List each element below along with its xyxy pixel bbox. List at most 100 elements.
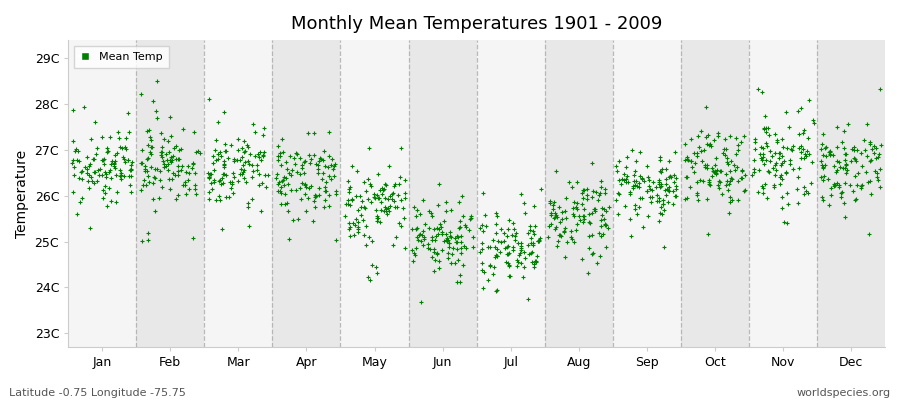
Point bbox=[416, 196, 430, 203]
Point bbox=[277, 191, 292, 198]
Point bbox=[757, 125, 771, 132]
Point bbox=[273, 188, 287, 194]
Point bbox=[844, 146, 859, 153]
Point bbox=[752, 166, 766, 173]
Point bbox=[473, 248, 488, 255]
Point bbox=[362, 234, 376, 240]
Point bbox=[392, 220, 406, 226]
Point bbox=[655, 196, 670, 203]
Bar bbox=[340, 40, 409, 347]
Point bbox=[482, 277, 496, 284]
Point bbox=[168, 156, 183, 162]
Point bbox=[830, 144, 844, 150]
Point bbox=[412, 232, 427, 238]
Title: Monthly Mean Temperatures 1901 - 2009: Monthly Mean Temperatures 1901 - 2009 bbox=[291, 15, 662, 33]
Point bbox=[818, 145, 832, 151]
Point bbox=[413, 231, 428, 237]
Point bbox=[506, 244, 520, 250]
Point bbox=[114, 176, 129, 182]
Point bbox=[610, 211, 625, 217]
Point bbox=[659, 181, 673, 187]
Point bbox=[181, 163, 195, 170]
Point bbox=[371, 215, 385, 222]
Point bbox=[694, 147, 708, 154]
Point bbox=[660, 186, 674, 192]
Point bbox=[321, 152, 336, 159]
Point bbox=[522, 250, 536, 257]
Point bbox=[837, 157, 851, 163]
Point bbox=[141, 126, 156, 133]
Point bbox=[645, 193, 660, 200]
Point bbox=[353, 193, 367, 200]
Point bbox=[274, 184, 288, 190]
Point bbox=[662, 187, 676, 194]
Point bbox=[413, 211, 428, 218]
Point bbox=[361, 196, 375, 202]
Point bbox=[205, 186, 220, 192]
Point bbox=[585, 160, 599, 166]
Point bbox=[507, 226, 521, 232]
Point bbox=[152, 168, 166, 174]
Point bbox=[489, 221, 503, 227]
Point bbox=[230, 178, 245, 184]
Point bbox=[713, 168, 727, 174]
Point bbox=[161, 138, 176, 144]
Point bbox=[629, 211, 643, 217]
Point bbox=[328, 188, 343, 194]
Point bbox=[278, 159, 293, 166]
Point bbox=[783, 161, 797, 167]
Point bbox=[86, 168, 101, 175]
Point bbox=[241, 161, 256, 168]
Point bbox=[708, 155, 723, 162]
Point bbox=[777, 158, 791, 164]
Point bbox=[241, 203, 256, 210]
Point bbox=[343, 184, 357, 190]
Point bbox=[318, 184, 332, 190]
Point bbox=[343, 202, 357, 208]
Point bbox=[98, 183, 112, 190]
Point bbox=[356, 217, 370, 223]
Point bbox=[326, 166, 340, 172]
Point bbox=[780, 144, 795, 151]
Point bbox=[565, 205, 580, 212]
Point bbox=[665, 188, 680, 194]
Point bbox=[224, 185, 238, 192]
Point bbox=[295, 164, 310, 171]
Point bbox=[382, 163, 396, 170]
Point bbox=[668, 149, 682, 156]
Point bbox=[148, 208, 163, 214]
Point bbox=[687, 169, 701, 175]
Point bbox=[549, 211, 563, 218]
Point bbox=[452, 199, 466, 205]
Point bbox=[857, 136, 871, 143]
Point bbox=[119, 146, 133, 152]
Point bbox=[612, 177, 626, 183]
Point bbox=[801, 190, 815, 196]
Point bbox=[148, 166, 162, 173]
Point bbox=[233, 171, 248, 177]
Point bbox=[358, 242, 373, 248]
Point bbox=[630, 182, 644, 189]
Point bbox=[454, 244, 468, 251]
Point bbox=[668, 193, 682, 200]
Point bbox=[86, 156, 101, 163]
Point bbox=[387, 198, 401, 204]
Point bbox=[176, 126, 190, 132]
Point bbox=[167, 172, 182, 178]
Point bbox=[491, 246, 505, 252]
Point bbox=[317, 148, 331, 154]
Point bbox=[722, 181, 736, 188]
Point bbox=[486, 236, 500, 243]
Point bbox=[868, 168, 883, 174]
Point bbox=[815, 131, 830, 138]
Point bbox=[449, 239, 464, 246]
Point bbox=[374, 198, 388, 205]
Point bbox=[698, 147, 712, 154]
Point bbox=[700, 162, 715, 168]
Point bbox=[525, 248, 539, 255]
Point bbox=[575, 219, 590, 226]
Point bbox=[477, 269, 491, 275]
Point bbox=[428, 233, 443, 239]
Point bbox=[217, 162, 231, 168]
Bar bbox=[817, 40, 885, 347]
